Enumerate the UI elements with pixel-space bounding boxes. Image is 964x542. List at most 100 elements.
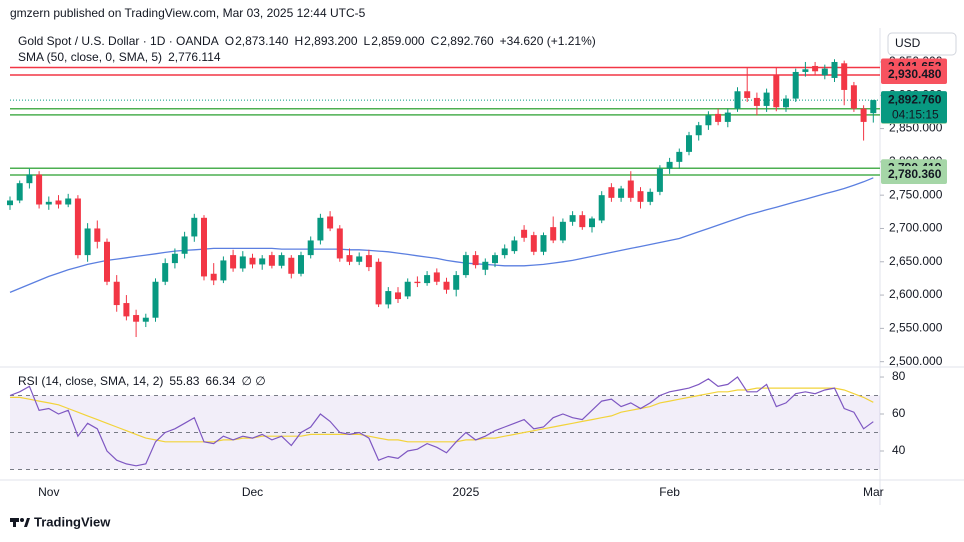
- candle-body: [74, 198, 81, 256]
- candle-body: [288, 257, 295, 274]
- candle-body: [773, 75, 780, 108]
- legend-text: C: [431, 34, 440, 48]
- candle-body: [404, 281, 411, 297]
- candle-body: [375, 261, 382, 305]
- candle-body: [618, 188, 625, 198]
- legend-text: L: [364, 34, 371, 48]
- candle-body: [7, 200, 13, 206]
- y-tick-label: 2,650.000: [889, 254, 943, 268]
- candle-body: [705, 115, 712, 126]
- candle-body: [734, 91, 741, 109]
- x-tick-label: Nov: [38, 485, 59, 499]
- legend-text: O: [225, 34, 234, 48]
- price-tag-label: 2,930.480: [888, 67, 942, 81]
- x-tick-label: Feb: [659, 485, 680, 499]
- candle-body: [230, 255, 237, 269]
- price-tag: [881, 165, 947, 184]
- brand-logo: [10, 518, 30, 527]
- candle-body: [104, 241, 110, 282]
- candle-body: [637, 191, 644, 202]
- rsi-sma-line: [10, 387, 874, 443]
- x-tick-label: Mar: [863, 485, 884, 499]
- candle-body: [356, 256, 363, 262]
- candle-body: [482, 261, 489, 270]
- candle-body: [753, 97, 760, 106]
- candle-body: [569, 215, 576, 222]
- candle-body: [307, 240, 314, 256]
- y-tick-label: 2,500.000: [889, 354, 943, 368]
- x-tick-label: Dec: [242, 485, 263, 499]
- candle-body: [433, 272, 440, 282]
- candle-body: [84, 228, 91, 256]
- candle-body: [812, 65, 819, 72]
- candle-body: [16, 183, 23, 201]
- candle-body: [530, 235, 537, 252]
- last-price-tag: [881, 91, 947, 124]
- candle-body: [656, 168, 663, 192]
- legend-text: Gold Spot / U.S. Dollar · 1D · OANDA: [18, 34, 219, 48]
- candle-body: [540, 235, 547, 252]
- candle-body: [113, 281, 120, 306]
- candle-body: [298, 255, 304, 274]
- candle-body: [627, 180, 634, 198]
- candle-body: [133, 315, 140, 322]
- candle-body: [220, 260, 227, 281]
- candle-body: [724, 112, 731, 122]
- candle-body: [501, 248, 508, 256]
- candle-body: [870, 100, 877, 114]
- candle-body: [36, 174, 43, 205]
- candle-body: [278, 255, 285, 266]
- candle-body: [336, 228, 343, 259]
- legend-text: 2,776.114: [168, 50, 221, 64]
- rsi-tick-label: 60: [892, 406, 906, 420]
- candle-body: [94, 228, 101, 242]
- price-tag: [881, 65, 947, 84]
- legend-text: RSI (14, close, SMA, 14, 2): [18, 374, 163, 388]
- legend-text: +34.620 (+1.21%): [500, 34, 596, 48]
- candle-body: [210, 273, 217, 281]
- legend-text: H: [294, 34, 303, 48]
- candle-body: [598, 195, 605, 221]
- candle-body: [385, 291, 392, 305]
- x-tick-label: 2025: [453, 485, 480, 499]
- legend-text: 55.83: [169, 374, 199, 388]
- legend-text: SMA (50, close, 0, SMA, 5): [18, 50, 162, 64]
- last-price-label: 2,892.760: [888, 92, 942, 106]
- rsi-tick-label: 40: [892, 443, 906, 457]
- candle-body: [744, 91, 751, 98]
- candle-body: [55, 200, 62, 205]
- candle-body: [647, 191, 654, 202]
- currency-box[interactable]: [887, 32, 957, 56]
- y-tick-label: 2,850.000: [889, 121, 943, 135]
- candle-body: [686, 135, 692, 152]
- candle-body: [365, 255, 372, 268]
- candle-body: [589, 218, 595, 228]
- candle-body: [676, 151, 683, 162]
- candle-body: [850, 85, 857, 109]
- candle-body: [792, 71, 799, 99]
- candle-body: [171, 253, 178, 264]
- candle-body: [831, 61, 838, 78]
- candle-body: [45, 201, 52, 205]
- candle-body: [201, 217, 207, 277]
- candle-body: [443, 281, 450, 290]
- candle-body: [162, 263, 169, 282]
- candle-body: [395, 292, 401, 300]
- candle-body: [462, 255, 469, 276]
- candle-body: [559, 221, 566, 241]
- brand: TradingView: [34, 514, 111, 529]
- candle-body: [239, 256, 246, 269]
- y-tick-label: 2,700.000: [889, 221, 943, 235]
- candle-body: [414, 281, 421, 284]
- published-note: gmzern published on TradingView.com, Mar…: [10, 6, 366, 20]
- candle-body: [65, 198, 72, 205]
- candle-body: [191, 217, 198, 237]
- candle-body: [666, 161, 673, 169]
- candle-body: [424, 275, 431, 284]
- candle-body: [152, 281, 159, 318]
- candle-body: [453, 275, 460, 290]
- candle-body: [860, 108, 867, 122]
- candle-body: [783, 98, 789, 108]
- legend-text: 2,873.140: [235, 34, 289, 48]
